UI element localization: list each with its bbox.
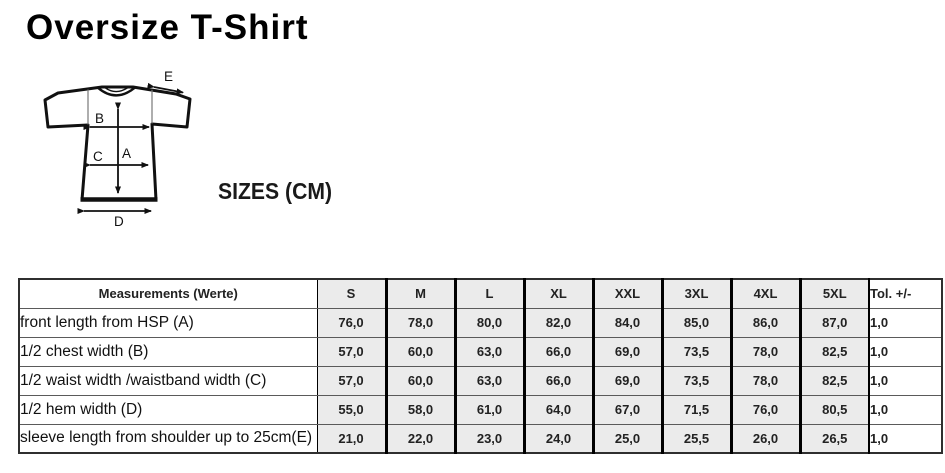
header-tolerance: Tol. +/- bbox=[868, 278, 942, 309]
table-header-row: Measurements (Werte) S M L XL XXL 3XL 4X… bbox=[19, 278, 942, 309]
tolerance-cell: 1,0 bbox=[868, 336, 942, 367]
value-cell: 76,0 bbox=[729, 394, 800, 425]
tolerance-cell: 1,0 bbox=[868, 365, 942, 396]
value-cell: 60,0 bbox=[384, 336, 455, 367]
value-cell: 63,0 bbox=[453, 336, 524, 367]
label-E: E bbox=[164, 69, 173, 84]
value-cell: 60,0 bbox=[384, 365, 455, 396]
value-cell: 78,0 bbox=[384, 307, 455, 338]
value-cell: 66,0 bbox=[522, 336, 593, 367]
table-row-front-length: front length from HSP (A) 76,0 78,0 80,0… bbox=[19, 307, 942, 338]
value-cell: 57,0 bbox=[316, 365, 386, 396]
value-cell: 80,5 bbox=[798, 394, 869, 425]
header-size-xxl: XXL bbox=[591, 278, 662, 309]
tshirt-measurement-diagram: A B C D E bbox=[35, 68, 225, 233]
value-cell: 67,0 bbox=[591, 394, 662, 425]
tolerance-cell: 1,0 bbox=[868, 307, 942, 338]
value-cell: 66,0 bbox=[522, 365, 593, 396]
label-D: D bbox=[114, 214, 124, 229]
value-cell: 82,5 bbox=[798, 336, 869, 367]
header-size-l: L bbox=[453, 278, 524, 309]
size-measurements-table: Measurements (Werte) S M L XL XXL 3XL 4X… bbox=[18, 278, 943, 454]
tolerance-cell: 1,0 bbox=[868, 394, 942, 425]
header-size-4xl: 4XL bbox=[729, 278, 800, 309]
tolerance-cell: 1,0 bbox=[868, 423, 942, 454]
value-cell: 69,0 bbox=[591, 365, 662, 396]
value-cell: 63,0 bbox=[453, 365, 524, 396]
value-cell: 78,0 bbox=[729, 336, 800, 367]
value-cell: 25,5 bbox=[660, 423, 731, 454]
value-cell: 78,0 bbox=[729, 365, 800, 396]
sizes-heading: SIZES (CM) bbox=[218, 178, 333, 204]
value-cell: 61,0 bbox=[453, 394, 524, 425]
value-cell: 80,0 bbox=[453, 307, 524, 338]
value-cell: 23,0 bbox=[453, 423, 524, 454]
value-cell: 58,0 bbox=[384, 394, 455, 425]
table-row-chest-width: 1/2 chest width (B) 57,0 60,0 63,0 66,0 … bbox=[19, 336, 942, 367]
value-cell: 82,5 bbox=[798, 365, 869, 396]
table-row-sleeve-length: sleeve length from shoulder up to 25cm(E… bbox=[19, 423, 942, 454]
arrow-E bbox=[147, 82, 184, 95]
label-B: B bbox=[95, 111, 104, 126]
header-size-s: S bbox=[316, 278, 386, 309]
table-row-hem-width: 1/2 hem width (D) 55,0 58,0 61,0 64,0 67… bbox=[19, 394, 942, 425]
tshirt-diagram-icon: A B C D E bbox=[43, 69, 192, 229]
value-cell: 22,0 bbox=[384, 423, 455, 454]
value-cell: 69,0 bbox=[591, 336, 662, 367]
collar-outer-arc bbox=[97, 86, 136, 97]
value-cell: 21,0 bbox=[316, 423, 386, 454]
header-size-5xl: 5XL bbox=[798, 278, 869, 309]
measurement-label: 1/2 hem width (D) bbox=[19, 394, 317, 425]
value-cell: 84,0 bbox=[591, 307, 662, 338]
value-cell: 55,0 bbox=[316, 394, 386, 425]
value-cell: 73,5 bbox=[660, 336, 731, 367]
value-cell: 64,0 bbox=[522, 394, 593, 425]
value-cell: 25,0 bbox=[591, 423, 662, 454]
value-cell: 73,5 bbox=[660, 365, 731, 396]
value-cell: 26,5 bbox=[798, 423, 869, 454]
value-cell: 85,0 bbox=[660, 307, 731, 338]
measurement-label: front length from HSP (A) bbox=[19, 307, 317, 338]
header-measurements: Measurements (Werte) bbox=[19, 278, 317, 309]
measurement-label: sleeve length from shoulder up to 25cm(E… bbox=[19, 423, 317, 454]
value-cell: 24,0 bbox=[522, 423, 593, 454]
value-cell: 26,0 bbox=[729, 423, 800, 454]
value-cell: 87,0 bbox=[798, 307, 869, 338]
header-size-3xl: 3XL bbox=[660, 278, 731, 309]
table-row-waist-width: 1/2 waist width /waistband width (C) 57,… bbox=[19, 365, 942, 396]
value-cell: 57,0 bbox=[316, 336, 386, 367]
value-cell: 86,0 bbox=[729, 307, 800, 338]
measurement-label: 1/2 chest width (B) bbox=[19, 336, 317, 367]
value-cell: 82,0 bbox=[522, 307, 593, 338]
page-title: Oversize T-Shirt bbox=[26, 8, 309, 47]
measurement-label: 1/2 waist width /waistband width (C) bbox=[19, 365, 317, 396]
label-C: C bbox=[93, 149, 103, 164]
value-cell: 76,0 bbox=[316, 307, 386, 338]
collar-inner-arc bbox=[104, 87, 129, 93]
label-A: A bbox=[122, 146, 131, 161]
value-cell: 71,5 bbox=[660, 394, 731, 425]
header-size-xl: XL bbox=[522, 278, 593, 309]
header-size-m: M bbox=[384, 278, 455, 309]
